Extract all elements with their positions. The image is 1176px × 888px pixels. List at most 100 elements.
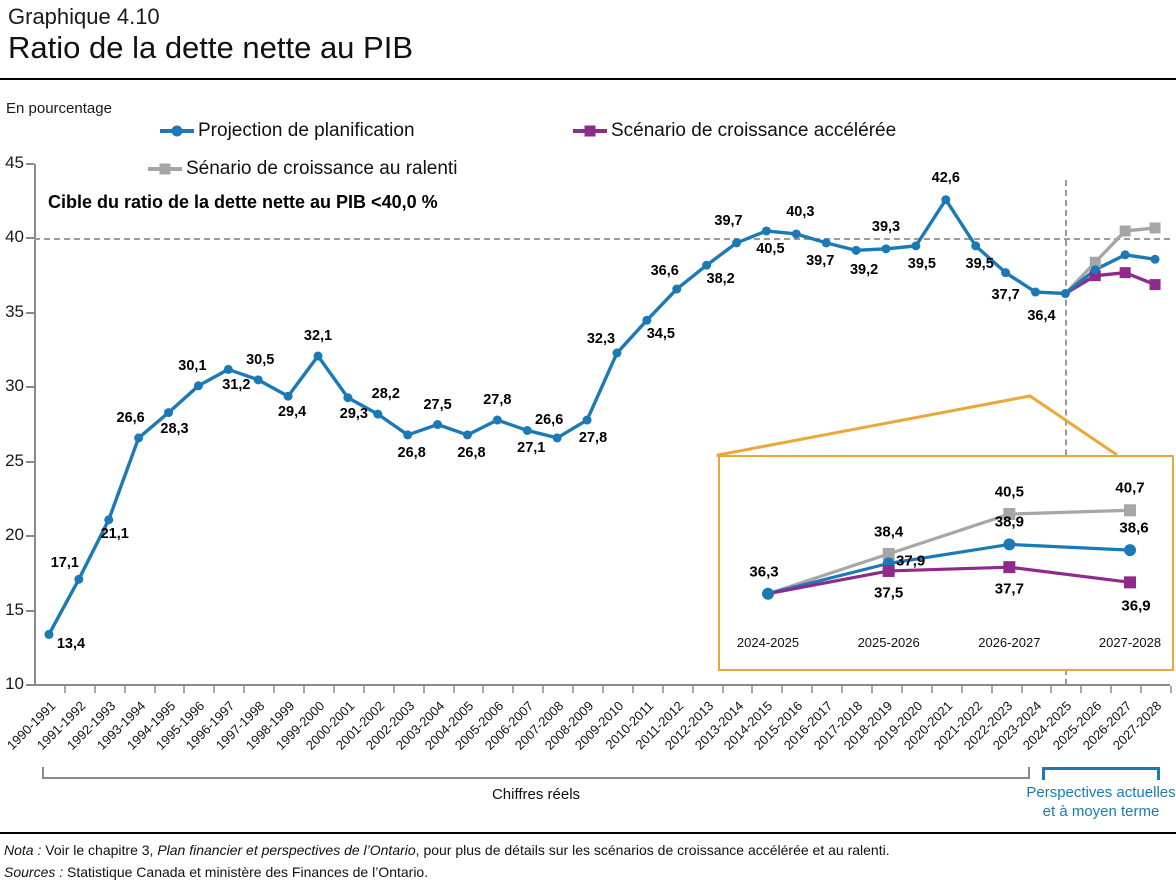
x-tick-mark: [123, 686, 126, 693]
data-point-label: 39,5: [965, 255, 994, 272]
series-marker: [821, 238, 831, 248]
data-point-label: 36,4: [1027, 308, 1056, 325]
series-marker: [1149, 279, 1161, 291]
data-point-label: 34,5: [646, 326, 675, 343]
y-tick-mark: [26, 684, 34, 686]
data-point-label: 28,3: [160, 420, 189, 437]
page-title: Ratio de la dette nette au PIB: [8, 30, 413, 65]
series-marker: [403, 430, 413, 440]
series-marker: [1001, 268, 1011, 278]
y-tick-label: 40: [5, 227, 24, 247]
series-marker: [44, 629, 54, 639]
series-marker: [193, 381, 203, 391]
data-point-label: 36,6: [650, 263, 679, 280]
note-nota: Nota : Voir le chapitre 3, Plan financie…: [4, 842, 890, 858]
x-tick-mark: [1140, 686, 1143, 693]
series-marker: [74, 574, 84, 584]
y-tick-label: 10: [5, 674, 24, 693]
inset-data-point-label: 38,9: [994, 513, 1024, 531]
inset-series-marker: [882, 564, 895, 577]
series-marker: [761, 226, 771, 236]
data-point-label: 27,8: [483, 392, 512, 409]
x-tick-mark: [781, 686, 784, 693]
inset-series-marker: [1003, 538, 1016, 551]
inset-callout-box: 38,4 40,5 40,7 36,3 37,9 38,9 38,6 37,5 37,7 36,9…: [718, 455, 1174, 671]
inset-series-marker: [1124, 544, 1136, 557]
data-point-label: 26,8: [457, 444, 486, 461]
x-tick-mark: [542, 686, 545, 693]
x-tick-mark: [871, 686, 874, 693]
x-axis: [34, 684, 1170, 686]
units-label: En pourcentage: [6, 100, 112, 117]
series-marker: [343, 393, 353, 403]
inset-series-line: [767, 565, 1131, 596]
data-point-label: 28,2: [371, 386, 400, 403]
x-tick-mark: [93, 686, 96, 693]
y-tick-label: 20: [5, 525, 24, 545]
series-marker: [223, 364, 233, 374]
series-marker: [373, 409, 383, 419]
inset-data-point-label: 37,5: [874, 584, 904, 602]
inset-data-point-label: 38,6: [1119, 519, 1149, 537]
y-tick-mark: [26, 163, 34, 165]
series-marker: [283, 391, 293, 401]
x-tick-mark: [691, 686, 694, 693]
x-tick-mark: [900, 686, 903, 693]
x-tick-mark: [153, 686, 156, 693]
inset-data-point-label: 37,9: [896, 552, 926, 570]
inset-data-point-label: 40,7: [1115, 479, 1145, 497]
y-tick-mark: [26, 535, 34, 538]
data-point-label: 37,7: [991, 286, 1020, 303]
nota-prefix: Nota :: [4, 842, 42, 858]
data-point-label: 17,1: [50, 555, 79, 572]
y-tick-mark: [26, 237, 34, 240]
series-marker: [1120, 250, 1130, 260]
legend-line-projection: [160, 125, 194, 137]
bracket-outlook-label-2: et à moyen terme: [1042, 803, 1160, 820]
data-point-label: 32,1: [303, 328, 333, 345]
data-point-label: 30,5: [246, 351, 275, 368]
inset-x-label: 2024-2025: [736, 635, 800, 650]
data-point-label: 39,3: [871, 218, 901, 235]
series-marker: [791, 229, 801, 239]
y-tick-label: 35: [5, 301, 24, 321]
title-divider: [0, 78, 1176, 80]
x-tick-mark: [422, 686, 425, 693]
series-marker: [492, 415, 502, 425]
data-point-label: 32,3: [586, 331, 616, 348]
series-marker: [552, 433, 562, 443]
x-tick-mark: [1110, 686, 1113, 693]
series-marker: [612, 348, 622, 358]
inset-data-point-label: 40,5: [994, 483, 1024, 501]
data-point-label: 26,8: [397, 444, 426, 461]
sources-prefix: Sources :: [4, 864, 64, 880]
x-tick-mark: [452, 686, 455, 693]
x-tick-mark: [960, 686, 963, 693]
inset-data-point-label: 36,3: [749, 563, 779, 581]
x-tick-mark: [751, 686, 754, 693]
series-line: [1064, 226, 1156, 295]
legend-line-accelerated: [573, 125, 607, 137]
inset-data-point-label: 38,4: [874, 523, 904, 541]
x-tick-mark: [841, 686, 844, 693]
legend-projection: Projection de planification: [160, 120, 415, 142]
series-marker: [881, 244, 891, 254]
inset-x-label: 2027-2028: [1098, 635, 1162, 650]
series-marker: [971, 241, 981, 251]
y-tick-mark: [26, 311, 34, 314]
series-marker: [1089, 270, 1101, 282]
x-tick-mark: [572, 686, 575, 693]
x-tick-mark: [303, 686, 306, 693]
x-tick-mark: [1170, 686, 1172, 693]
data-point-label: 42,6: [931, 169, 960, 186]
series-marker: [313, 351, 323, 361]
inset-series-marker: [1124, 576, 1136, 589]
data-point-label: 27,5: [423, 396, 452, 413]
inset-series-marker: [1124, 504, 1136, 517]
inset-series-line: [767, 542, 1131, 596]
x-tick-mark: [482, 686, 485, 693]
data-point-label: 13,4: [56, 636, 86, 653]
series-marker: [1150, 254, 1160, 264]
series-marker: [732, 238, 742, 248]
